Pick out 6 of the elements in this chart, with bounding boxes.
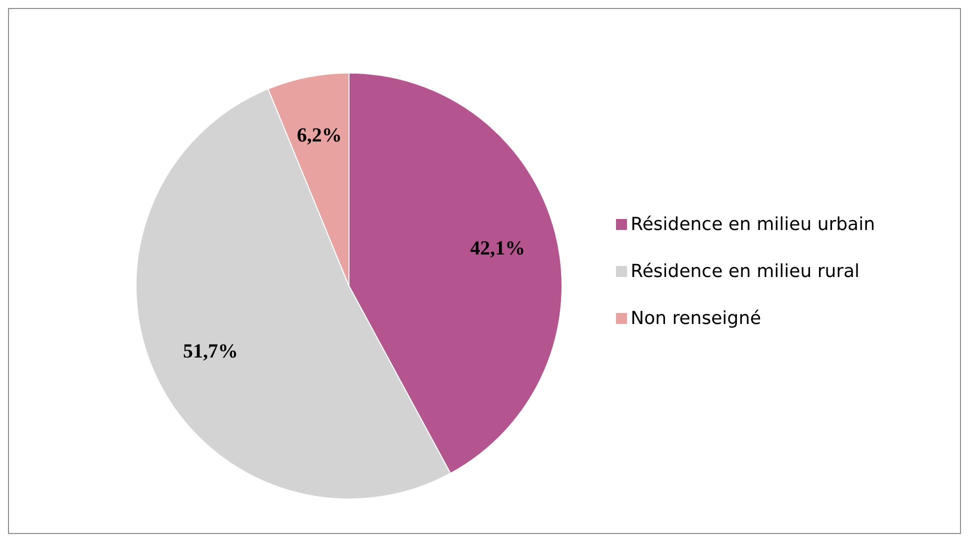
data-label: 6,2%: [296, 124, 342, 147]
data-label: 51,7%: [182, 340, 238, 363]
data-label: 42,1%: [470, 237, 526, 260]
legend-label: Résidence en milieu rural: [630, 260, 860, 282]
legend-label: Non renseigné: [630, 308, 762, 328]
legend-label: Résidence en milieu urbain: [630, 214, 875, 234]
